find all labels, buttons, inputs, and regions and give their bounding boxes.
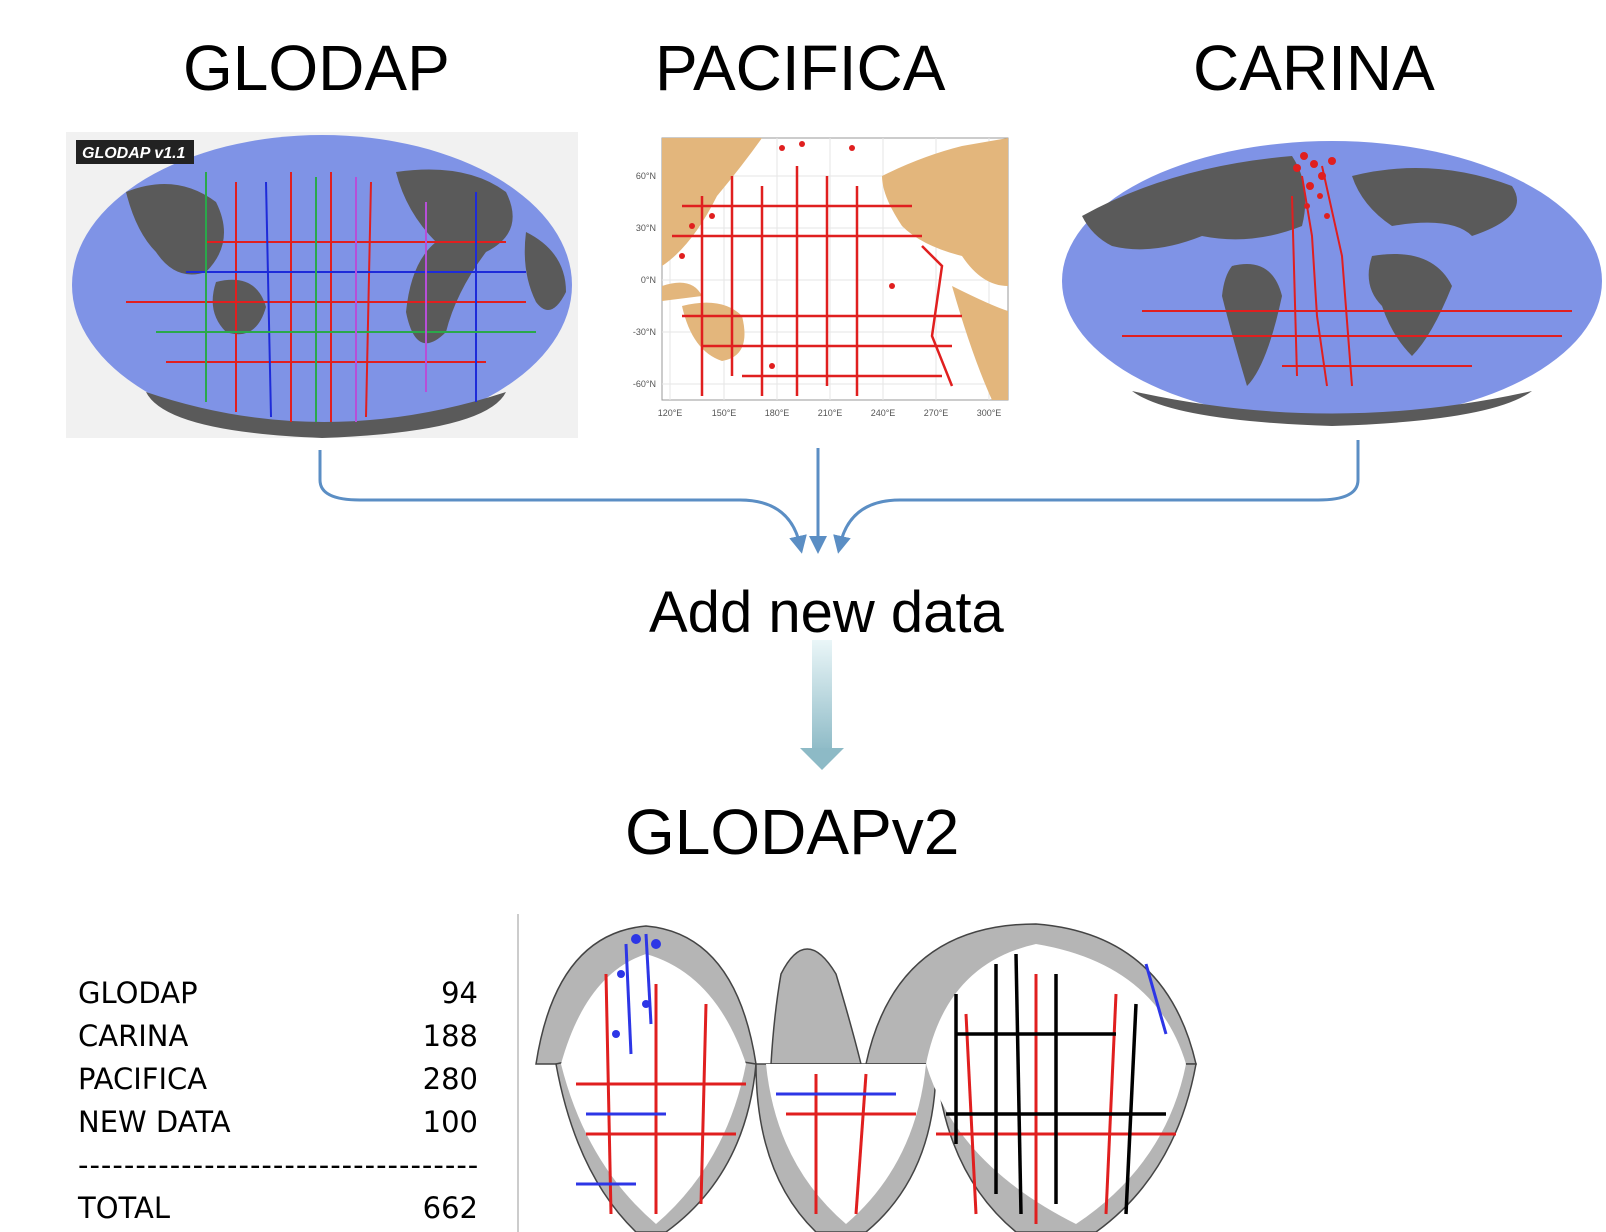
row-label: NEW DATA — [78, 1105, 231, 1139]
pacifica-lon-tick: 120°E — [658, 408, 683, 418]
row-value: 280 — [422, 1062, 478, 1096]
table-separator: ------------------------------------ — [78, 1148, 478, 1182]
arrow-from-carina — [833, 440, 1360, 554]
pacifica-lon-tick: 180°E — [765, 408, 790, 418]
glodapv2-title: GLODAPv2 — [625, 796, 960, 868]
pacifica-lon-tick: 300°E — [977, 408, 1002, 418]
row-label: PACIFICA — [78, 1062, 208, 1096]
carina-ocean — [1062, 141, 1602, 421]
glodap-title: GLODAP — [183, 32, 450, 104]
pacifica-lon-tick: 150°E — [712, 408, 737, 418]
table-row: PACIFICA 280 — [78, 1058, 478, 1101]
table-total-row: TOTAL 662 — [78, 1187, 478, 1230]
row-label: GLODAP — [78, 976, 198, 1010]
pacifica-lat-tick: 0°N — [641, 275, 656, 285]
arrow-from-glodap — [318, 450, 807, 554]
down-arrow — [800, 640, 844, 770]
row-value: 94 — [441, 976, 478, 1010]
row-value: 188 — [422, 1019, 478, 1053]
table-row: CARINA 188 — [78, 1015, 478, 1058]
table-row: GLODAP 94 — [78, 972, 478, 1015]
glodap-ocean — [72, 135, 572, 435]
pacifica-lon-tick: 210°E — [818, 408, 843, 418]
carina-map — [1062, 141, 1602, 426]
pacifica-lon-tick: 240°E — [871, 408, 896, 418]
row-value: 100 — [422, 1105, 478, 1139]
total-label: TOTAL — [78, 1191, 170, 1225]
row-label: CARINA — [78, 1019, 189, 1053]
pacifica-lon-tick: 270°E — [924, 408, 949, 418]
glodapv2-map — [517, 914, 1197, 1232]
glodap-map: GLODAP v1.1 — [66, 132, 578, 438]
pacifica-lat-tick: 60°N — [636, 171, 656, 181]
pacifica-title: PACIFICA — [655, 32, 946, 104]
pacifica-land — [662, 138, 1008, 400]
total-value: 662 — [422, 1191, 478, 1225]
cruise-count-table: GLODAP 94 CARINA 188 PACIFICA 280 NEW DA… — [78, 972, 478, 1230]
carina-land — [1082, 156, 1532, 426]
merge-arrows — [318, 440, 1360, 554]
pacifica-lat-tick: -30°N — [633, 327, 656, 337]
pacifica-map: 60°N 30°N 0°N -30°N -60°N 120°E 150°E 18… — [622, 136, 1012, 432]
pacifica-lat-tick: 30°N — [636, 223, 656, 233]
table-row: NEW DATA 100 — [78, 1101, 478, 1144]
glodap-badge: GLODAP v1.1 — [82, 145, 186, 162]
pacifica-lat-tick: -60°N — [633, 379, 656, 389]
carina-title: CARINA — [1193, 32, 1435, 104]
add-new-data-label: Add new data — [649, 580, 1004, 645]
